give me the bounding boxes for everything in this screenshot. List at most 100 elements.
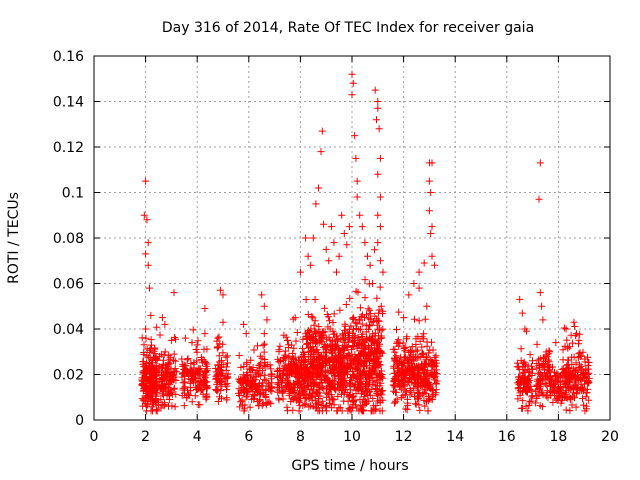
data-point [356, 211, 364, 219]
data-point [535, 195, 543, 203]
data-point [558, 397, 566, 405]
data-point [249, 364, 257, 371]
data-point [358, 223, 366, 231]
data-point [376, 223, 384, 231]
data-point [379, 387, 387, 395]
data-point [356, 395, 364, 403]
data-point [536, 371, 544, 379]
data-point [568, 361, 576, 368]
data-point [563, 336, 571, 344]
data-point [262, 363, 270, 371]
data-point [514, 384, 522, 392]
data-point [164, 359, 172, 367]
data-point [284, 381, 292, 389]
data-point [570, 318, 578, 326]
data-point [143, 216, 151, 224]
data-point [330, 355, 338, 363]
data-point [349, 403, 357, 411]
data-point [367, 350, 375, 358]
data-point [150, 398, 158, 406]
data-point [143, 407, 151, 415]
data-point [366, 370, 374, 377]
data-point [370, 339, 378, 346]
data-point [369, 395, 377, 402]
data-point [223, 352, 231, 360]
data-point [545, 347, 553, 355]
data-point [165, 391, 173, 399]
data-point [333, 342, 341, 350]
data-point [216, 286, 224, 294]
data-point [156, 331, 164, 339]
data-point [535, 391, 543, 399]
data-point [310, 321, 318, 329]
data-point [322, 245, 330, 253]
data-point [375, 309, 383, 317]
data-point [170, 373, 178, 381]
data-point [293, 365, 301, 373]
data-point [377, 302, 385, 310]
data-point [392, 388, 400, 396]
data-point [235, 352, 243, 359]
y-tick-label: 0.16 [53, 49, 84, 65]
data-point [326, 325, 334, 333]
data-point [364, 345, 372, 353]
data-point [412, 400, 420, 408]
data-point [397, 353, 405, 361]
data-point [375, 125, 383, 133]
data-point [194, 374, 202, 382]
data-point [419, 349, 426, 357]
data-point [345, 223, 353, 231]
data-point [240, 363, 248, 370]
data-point [518, 309, 526, 317]
data-point [255, 361, 263, 369]
data-point [358, 370, 366, 378]
data-point [336, 306, 344, 314]
data-point [331, 336, 339, 344]
data-point [274, 374, 282, 381]
data-point [432, 389, 440, 397]
data-point [373, 294, 381, 302]
data-point [405, 356, 413, 364]
data-point [312, 200, 320, 208]
y-tick-label: 0.06 [53, 277, 84, 293]
data-point [341, 377, 349, 385]
data-point [553, 389, 561, 397]
data-point [215, 333, 223, 341]
data-point [315, 339, 323, 347]
data-point [187, 365, 195, 373]
data-point [412, 347, 420, 355]
data-point [541, 380, 549, 387]
data-point [202, 395, 210, 403]
data-point [260, 302, 268, 310]
data-point [263, 316, 271, 324]
data-point [347, 404, 355, 412]
data-point [374, 239, 382, 247]
data-point [351, 396, 359, 404]
data-point [349, 314, 357, 322]
data-point [355, 361, 363, 369]
data-point [306, 339, 314, 346]
data-point [148, 379, 156, 386]
data-point [288, 385, 296, 393]
data-point [348, 91, 356, 99]
data-point [201, 305, 209, 312]
x-tick-label: 0 [90, 429, 99, 445]
data-point [374, 347, 382, 355]
data-point [276, 357, 284, 365]
data-point [404, 395, 411, 403]
data-point [374, 317, 382, 325]
data-point [426, 346, 434, 354]
data-point [545, 358, 553, 366]
data-point [569, 374, 577, 381]
data-point [358, 333, 366, 340]
data-point [295, 356, 302, 364]
data-point [321, 373, 329, 381]
data-point [415, 317, 423, 325]
data-point [302, 377, 310, 385]
data-point [260, 391, 268, 399]
data-point [376, 370, 383, 377]
data-point [324, 390, 332, 398]
data-point [341, 370, 349, 377]
data-point [424, 367, 432, 375]
data-point [216, 366, 224, 373]
